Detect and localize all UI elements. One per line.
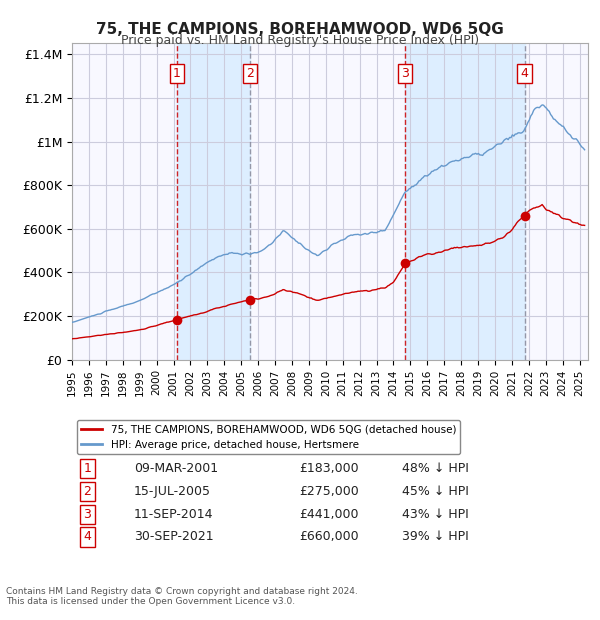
Text: Price paid vs. HM Land Registry's House Price Index (HPI): Price paid vs. HM Land Registry's House … xyxy=(121,34,479,47)
Text: 4: 4 xyxy=(83,531,91,544)
Legend: 75, THE CAMPIONS, BOREHAMWOOD, WD6 5QG (detached house), HPI: Average price, det: 75, THE CAMPIONS, BOREHAMWOOD, WD6 5QG (… xyxy=(77,420,460,454)
Text: 1: 1 xyxy=(173,67,181,80)
Text: £183,000: £183,000 xyxy=(299,462,359,475)
Text: 4: 4 xyxy=(521,67,529,80)
Bar xyxy=(177,43,250,360)
Bar xyxy=(405,43,524,360)
Text: 45% ↓ HPI: 45% ↓ HPI xyxy=(402,485,469,498)
Text: 2: 2 xyxy=(247,67,254,80)
Text: Contains HM Land Registry data © Crown copyright and database right 2024.
This d: Contains HM Land Registry data © Crown c… xyxy=(6,587,358,606)
Text: 2: 2 xyxy=(83,485,91,498)
Text: 09-MAR-2001: 09-MAR-2001 xyxy=(134,462,218,475)
Text: 3: 3 xyxy=(83,508,91,521)
Text: 30-SEP-2021: 30-SEP-2021 xyxy=(134,531,214,544)
Text: 1: 1 xyxy=(83,462,91,475)
Text: 43% ↓ HPI: 43% ↓ HPI xyxy=(402,508,469,521)
Text: 75, THE CAMPIONS, BOREHAMWOOD, WD6 5QG: 75, THE CAMPIONS, BOREHAMWOOD, WD6 5QG xyxy=(96,22,504,37)
Text: 3: 3 xyxy=(401,67,409,80)
Text: £441,000: £441,000 xyxy=(299,508,359,521)
Text: 15-JUL-2005: 15-JUL-2005 xyxy=(134,485,211,498)
Text: £660,000: £660,000 xyxy=(299,531,359,544)
Text: 48% ↓ HPI: 48% ↓ HPI xyxy=(402,462,469,475)
Text: 11-SEP-2014: 11-SEP-2014 xyxy=(134,508,214,521)
Text: £275,000: £275,000 xyxy=(299,485,359,498)
Text: 39% ↓ HPI: 39% ↓ HPI xyxy=(402,531,469,544)
